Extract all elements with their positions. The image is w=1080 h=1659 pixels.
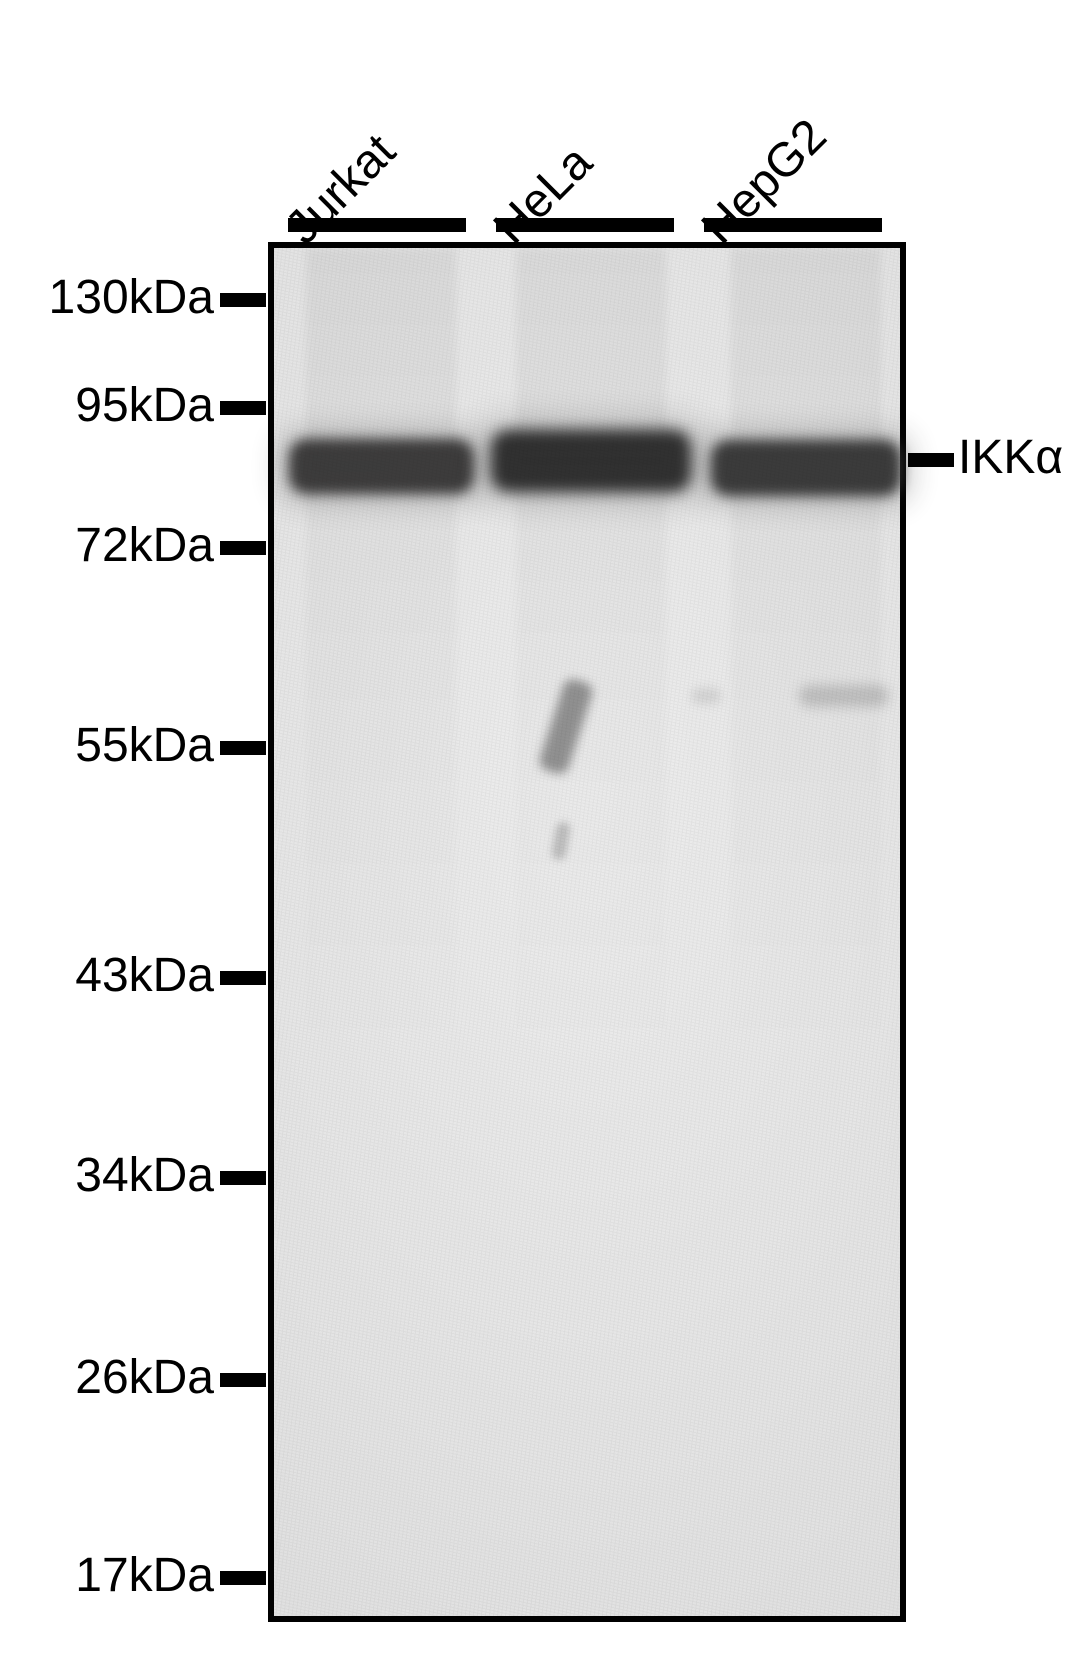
lane-label: HepG2	[691, 109, 837, 255]
mw-label: 17kDa	[4, 1548, 214, 1603]
mw-label: 43kDa	[4, 948, 214, 1003]
lane-label: Jurkat	[275, 124, 406, 255]
target-tick	[908, 453, 954, 467]
lane-underline	[704, 218, 882, 232]
mw-tick	[220, 293, 266, 307]
mw-tick	[220, 401, 266, 415]
mw-tick	[220, 741, 266, 755]
mw-label: 130kDa	[4, 270, 214, 325]
mw-label: 34kDa	[4, 1148, 214, 1203]
lane-underline	[288, 218, 466, 232]
mw-tick	[220, 971, 266, 985]
mw-label: 95kDa	[4, 378, 214, 433]
target-label: IKKα	[958, 430, 1063, 485]
lane-underline	[496, 218, 674, 232]
mw-label: 26kDa	[4, 1350, 214, 1405]
mw-tick	[220, 1571, 266, 1585]
mw-label: 72kDa	[4, 518, 214, 573]
mw-tick	[220, 1373, 266, 1387]
blot-membrane	[268, 242, 906, 1622]
western-blot-figure: Jurkat HeLa HepG2 130kDa 95kDa 72kDa 55kDa 43k…	[0, 0, 1080, 1659]
mw-tick	[220, 1171, 266, 1185]
lane-label: HeLa	[483, 135, 603, 255]
mw-label: 55kDa	[4, 718, 214, 773]
mw-tick	[220, 541, 266, 555]
membrane-noise	[274, 248, 900, 1616]
